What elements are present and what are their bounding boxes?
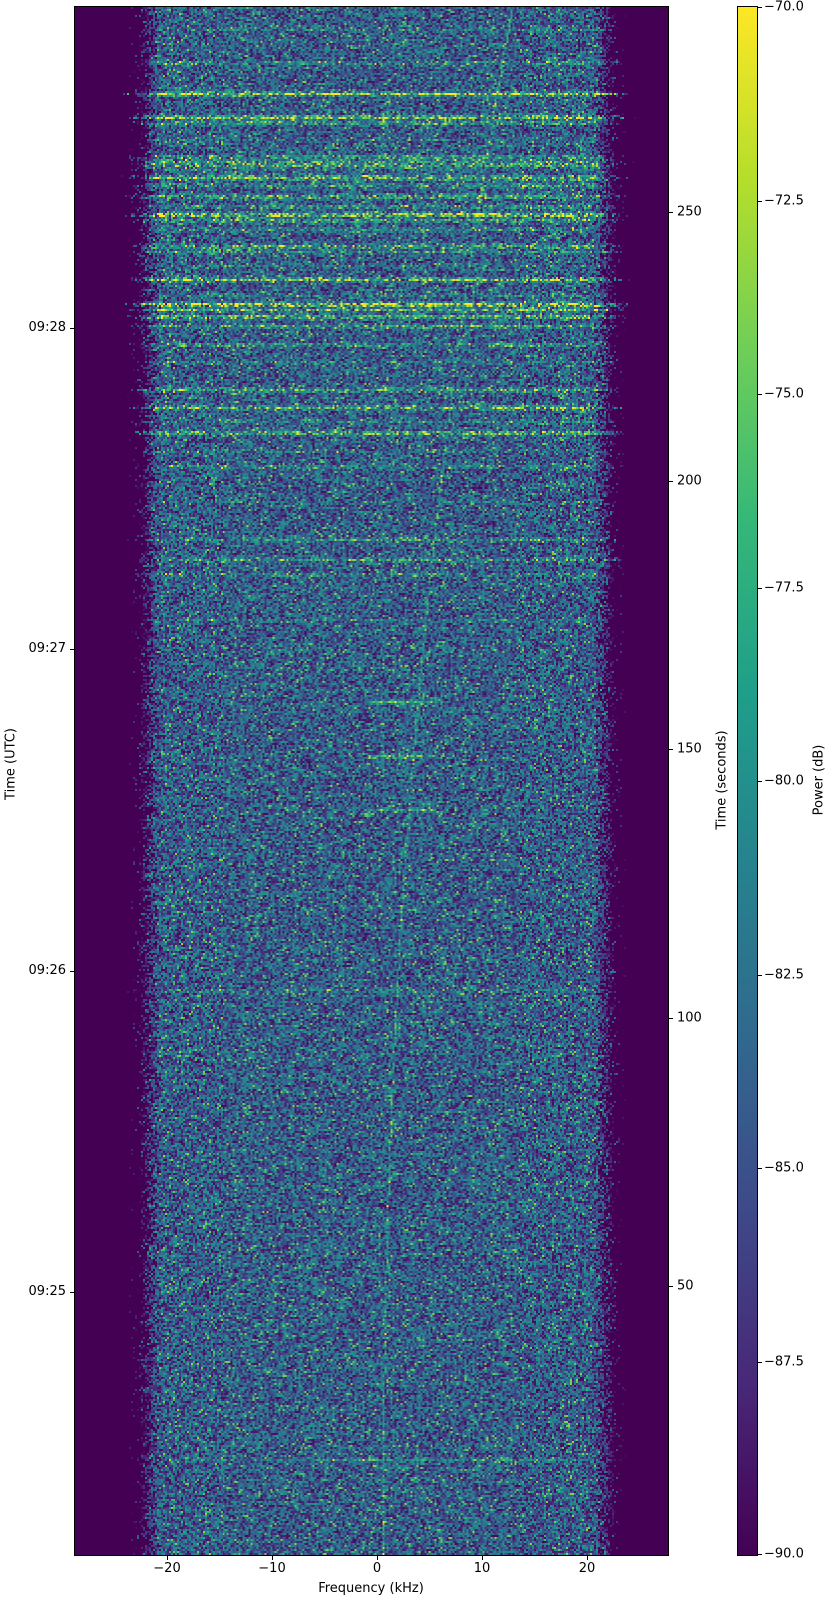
colorbar-gradient [738, 7, 757, 1555]
freq-tick [272, 1556, 273, 1560]
colorbar-tick-label: −85.0 [764, 1160, 804, 1176]
colorbar-tick [758, 1362, 762, 1363]
seconds-tick-label: 200 [677, 473, 702, 489]
time-utc-axis-label: Time (UTC) [3, 728, 19, 800]
colorbar-tick [758, 1554, 762, 1555]
utc-tick-label: 09:26 [28, 963, 66, 978]
seconds-tick-label: 100 [677, 1010, 702, 1026]
utc-tick [70, 328, 74, 329]
freq-tick-label: 0 [372, 1561, 382, 1576]
colorbar-tick [758, 781, 762, 782]
colorbar-tick-label: −87.5 [764, 1354, 804, 1370]
colorbar-tick-label: −75.0 [764, 386, 804, 402]
seconds-tick [669, 749, 673, 750]
freq-tick [587, 1556, 588, 1560]
colorbar-tick [758, 975, 762, 976]
seconds-tick [669, 1286, 673, 1287]
utc-tick-label: 09:25 [28, 1284, 66, 1299]
seconds-tick-label: 50 [677, 1278, 694, 1294]
colorbar-tick-label: −77.5 [764, 580, 804, 596]
utc-tick-label: 09:27 [28, 641, 66, 656]
seconds-tick [669, 212, 673, 213]
utc-tick-label: 09:28 [28, 320, 66, 335]
seconds-tick-label: 250 [677, 204, 702, 220]
colorbar-tick [758, 394, 762, 395]
colorbar-tick-label: −70.0 [764, 0, 804, 15]
spectrogram-canvas [75, 7, 668, 1555]
frequency-axis-label: Frequency (kHz) [318, 1581, 424, 1596]
colorbar-axis-label: Power (dB) [811, 744, 827, 816]
colorbar-tick [758, 7, 762, 8]
freq-tick-label: −20 [153, 1561, 181, 1576]
utc-tick [70, 1292, 74, 1293]
colorbar-tick [758, 588, 762, 589]
colorbar-tick-label: −72.5 [764, 193, 804, 209]
colorbar-tick [758, 201, 762, 202]
freq-tick [482, 1556, 483, 1560]
colorbar-tick [758, 1168, 762, 1169]
seconds-tick [669, 481, 673, 482]
time-seconds-axis-label: Time (seconds) [714, 730, 730, 830]
colorbar-tick-label: −90.0 [764, 1546, 804, 1562]
utc-tick [70, 649, 74, 650]
colorbar-tick-label: −80.0 [764, 773, 804, 789]
freq-tick [377, 1556, 378, 1560]
freq-tick [167, 1556, 168, 1560]
seconds-tick-label: 150 [677, 741, 702, 757]
freq-tick-label: −10 [258, 1561, 286, 1576]
utc-tick [70, 971, 74, 972]
freq-tick-label: 20 [578, 1561, 596, 1576]
colorbar-tick-label: −82.5 [764, 967, 804, 983]
freq-tick-label: 10 [473, 1561, 491, 1576]
seconds-tick [669, 1018, 673, 1019]
